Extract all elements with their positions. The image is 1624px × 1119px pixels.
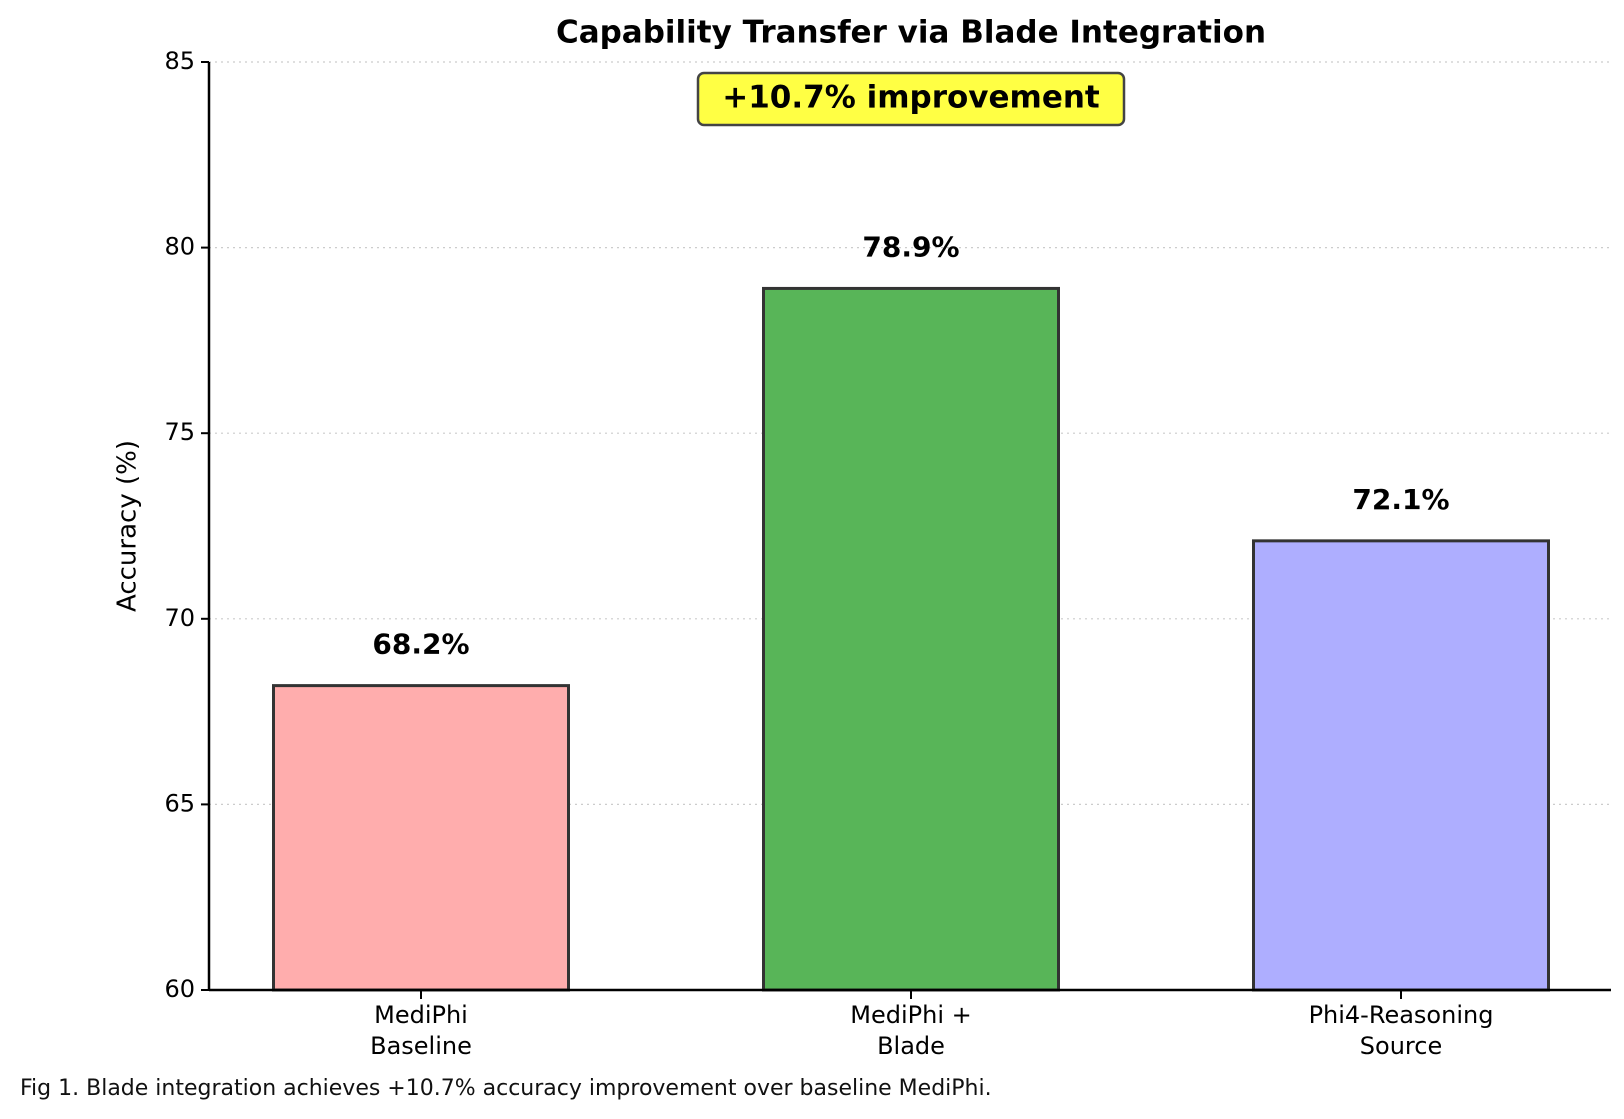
value-label: 78.9% (862, 230, 959, 263)
value-label: 68.2% (372, 628, 469, 661)
y-tick-label: 70 (164, 604, 195, 632)
y-tick-label: 75 (164, 418, 195, 446)
bar (272, 684, 570, 992)
x-tick-label: MediPhi + Blade (850, 1001, 972, 1060)
caption: Fig 1. Blade integration achieves +10.7%… (20, 1076, 992, 1101)
y-tick-label: 65 (164, 789, 195, 817)
y-tick-label: 80 (164, 233, 195, 261)
x-tick-label: Phi4-Reasoning Source (1308, 1001, 1494, 1060)
chart-title: Capability Transfer via Blade Integratio… (556, 15, 1266, 51)
y-tick-label: 85 (164, 47, 195, 75)
x-tick-label: MediPhi Baseline (370, 1001, 472, 1060)
bar (762, 286, 1060, 992)
y-axis-label: Accuracy (%) (113, 440, 143, 612)
value-label: 72.1% (1352, 483, 1449, 516)
y-tick-label: 60 (164, 975, 195, 1003)
annotation-box (696, 71, 1126, 127)
annotation: +10.7% improvement (722, 80, 1100, 116)
bar (1252, 539, 1550, 992)
